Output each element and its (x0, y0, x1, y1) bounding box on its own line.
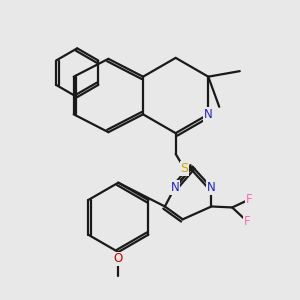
Text: S: S (181, 162, 189, 175)
Text: N: N (207, 181, 216, 194)
Text: F: F (246, 193, 252, 206)
Text: O: O (114, 253, 123, 266)
Text: N: N (204, 108, 213, 121)
Text: F: F (244, 215, 250, 228)
Text: N: N (170, 181, 179, 194)
